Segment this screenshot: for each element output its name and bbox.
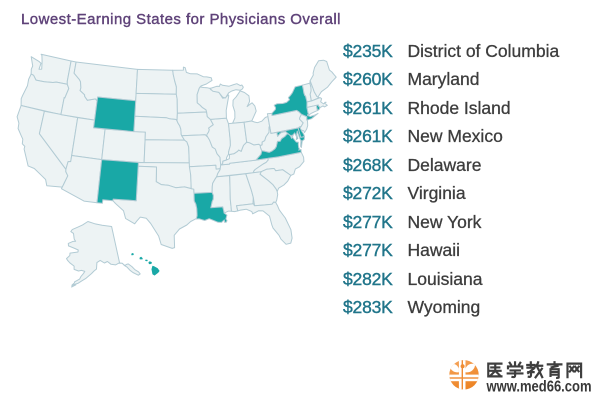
svg-text:www.med66.com: www.med66.com (486, 378, 592, 395)
